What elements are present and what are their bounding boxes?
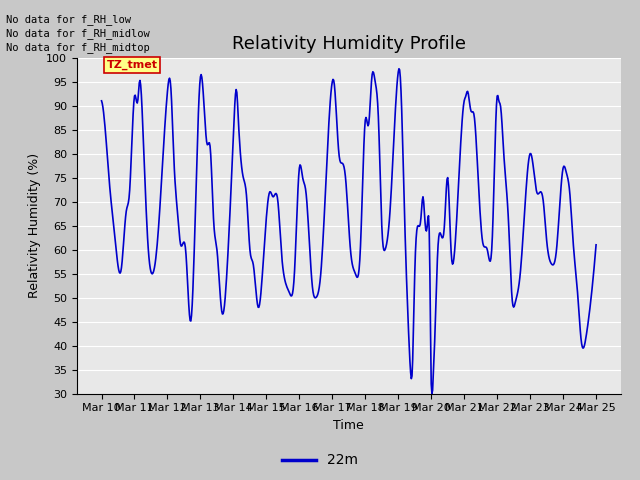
Text: TZ_tmet: TZ_tmet <box>106 60 157 70</box>
X-axis label: Time: Time <box>333 419 364 432</box>
Text: No data for f_RH_midtop: No data for f_RH_midtop <box>6 42 150 53</box>
Title: Relativity Humidity Profile: Relativity Humidity Profile <box>232 35 466 53</box>
Text: No data for f_RH_midlow: No data for f_RH_midlow <box>6 28 150 39</box>
Legend: 22m: 22m <box>276 448 364 473</box>
Text: No data for f_RH_low: No data for f_RH_low <box>6 13 131 24</box>
Y-axis label: Relativity Humidity (%): Relativity Humidity (%) <box>28 153 40 298</box>
